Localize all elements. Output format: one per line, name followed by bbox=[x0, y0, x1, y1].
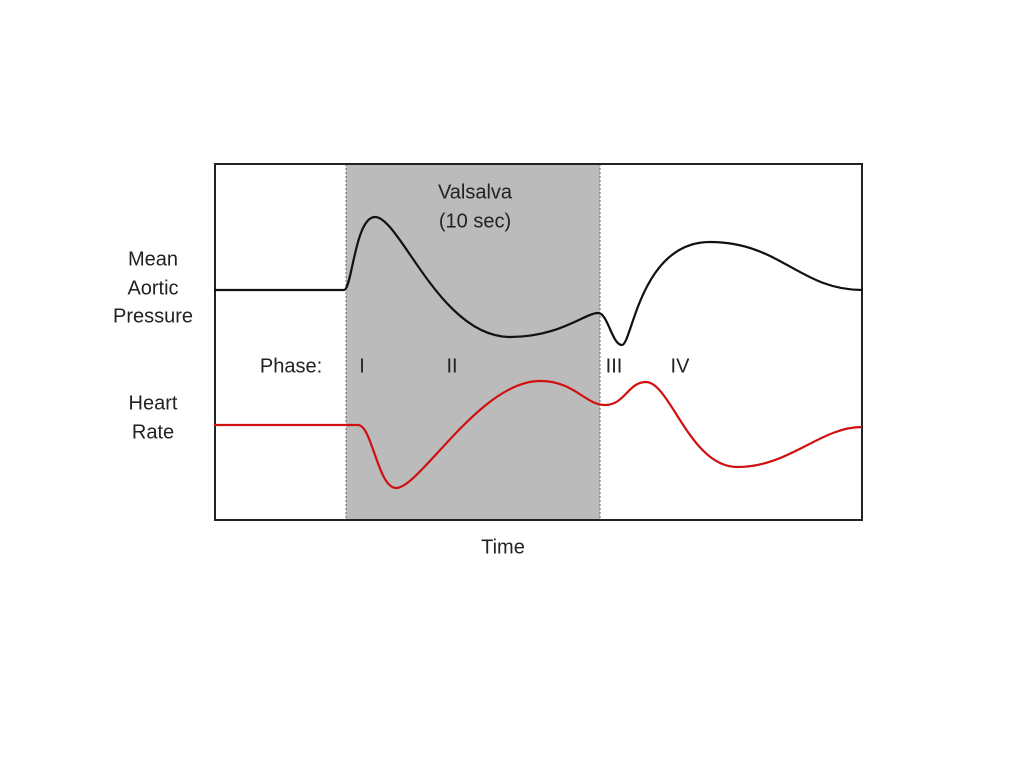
phase: IV bbox=[671, 355, 691, 377]
region-label: (10 sec) bbox=[439, 210, 511, 232]
valsalva-region bbox=[346, 164, 600, 520]
trace-label: Aortic bbox=[127, 277, 178, 299]
phase: I bbox=[359, 355, 365, 377]
phase-label: Phase: bbox=[260, 355, 322, 377]
plot-frame bbox=[214, 163, 863, 521]
trace-label: Pressure bbox=[113, 305, 193, 327]
phase: II bbox=[446, 355, 457, 377]
region-label: Valsalva bbox=[438, 181, 513, 203]
heart-rate-curve bbox=[214, 379, 863, 490]
pressure-curve bbox=[214, 215, 863, 347]
x-axis-label: Time bbox=[481, 536, 525, 558]
trace-label: Heart bbox=[129, 392, 178, 414]
trace-label: Mean bbox=[128, 248, 178, 270]
trace-label: Rate bbox=[132, 421, 174, 443]
phase: III bbox=[606, 355, 623, 377]
